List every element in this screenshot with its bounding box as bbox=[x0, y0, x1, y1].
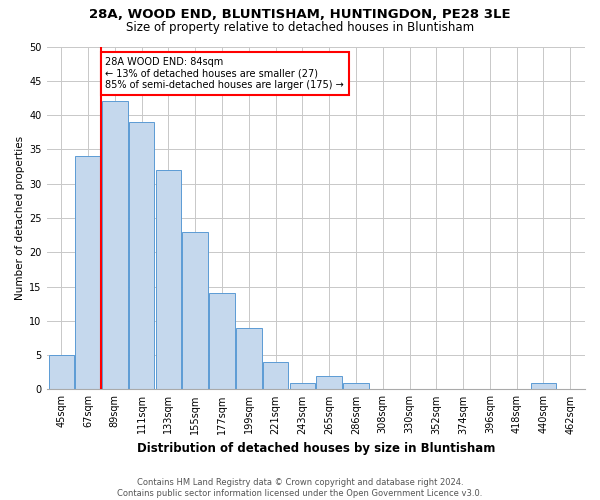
Bar bbox=[76, 156, 101, 390]
Bar bbox=[236, 328, 262, 390]
Bar bbox=[263, 362, 289, 390]
Bar bbox=[531, 382, 556, 390]
Bar bbox=[182, 232, 208, 390]
Text: 28A, WOOD END, BLUNTISHAM, HUNTINGDON, PE28 3LE: 28A, WOOD END, BLUNTISHAM, HUNTINGDON, P… bbox=[89, 8, 511, 20]
Bar bbox=[343, 382, 368, 390]
Bar bbox=[102, 102, 128, 390]
X-axis label: Distribution of detached houses by size in Bluntisham: Distribution of detached houses by size … bbox=[137, 442, 495, 455]
Bar bbox=[129, 122, 154, 390]
Bar bbox=[49, 355, 74, 390]
Text: 28A WOOD END: 84sqm
← 13% of detached houses are smaller (27)
85% of semi-detach: 28A WOOD END: 84sqm ← 13% of detached ho… bbox=[106, 57, 344, 90]
Bar bbox=[209, 294, 235, 390]
Bar bbox=[290, 382, 315, 390]
Bar bbox=[155, 170, 181, 390]
Text: Contains HM Land Registry data © Crown copyright and database right 2024.
Contai: Contains HM Land Registry data © Crown c… bbox=[118, 478, 482, 498]
Y-axis label: Number of detached properties: Number of detached properties bbox=[15, 136, 25, 300]
Bar bbox=[316, 376, 342, 390]
Text: Size of property relative to detached houses in Bluntisham: Size of property relative to detached ho… bbox=[126, 21, 474, 34]
